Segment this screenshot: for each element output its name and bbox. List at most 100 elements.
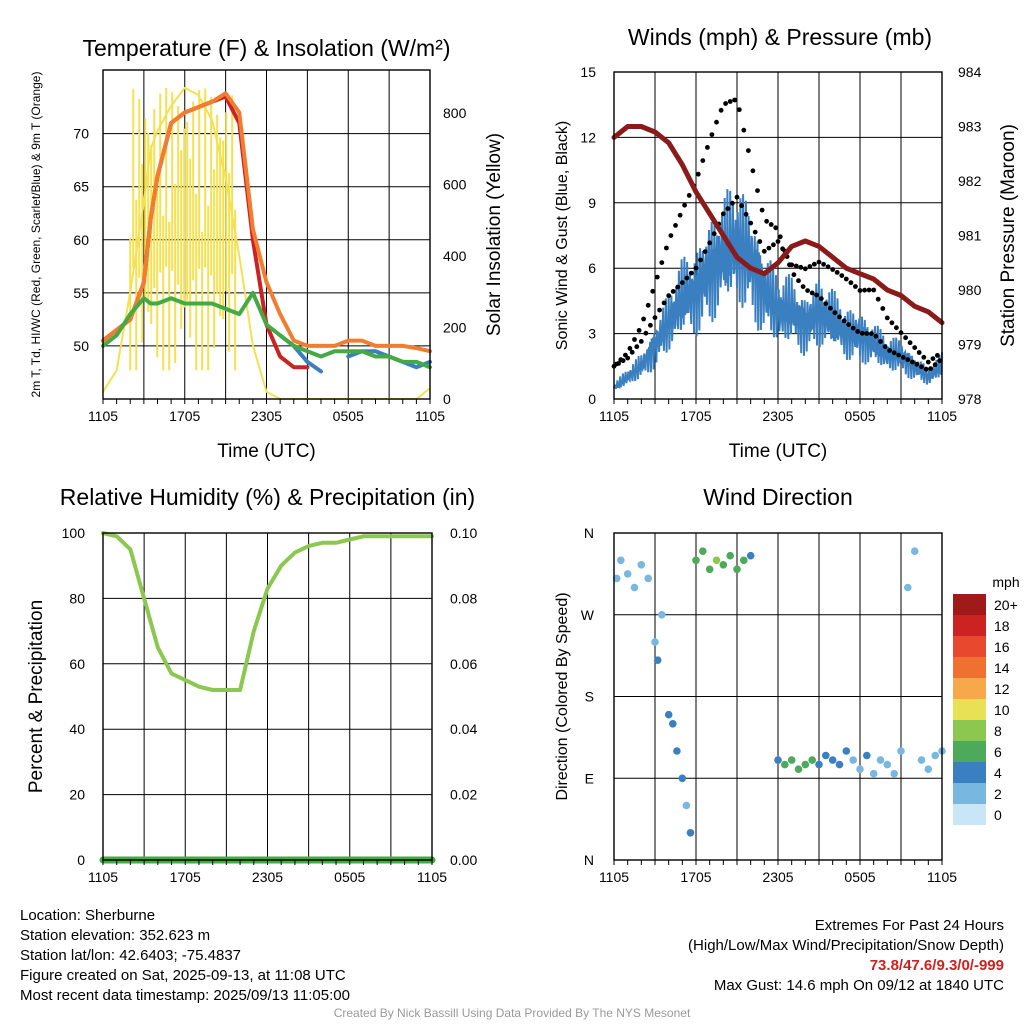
wind-y2-tick-label: 978 [958, 391, 982, 407]
gust-point [834, 270, 840, 275]
gust-point [627, 346, 633, 351]
pressure-line [611, 124, 945, 326]
wind-xlabel: Time (UTC) [729, 441, 828, 462]
gust-point [711, 231, 717, 237]
gust-point [720, 211, 726, 217]
gust-point [898, 330, 904, 336]
wind-title: Winds (mph) & Pressure (mb) [628, 24, 932, 50]
wind-y-tick-label: 3 [588, 326, 596, 342]
gust-point [921, 354, 927, 360]
latlon-text: Station lat/lon: 42.6403; -75.4837 [20, 947, 242, 964]
gust-point [937, 358, 943, 364]
gust-point [894, 325, 899, 331]
rh-title: Relative Humidity (%) & Precipitation (i… [60, 484, 475, 510]
colorbar-swatch [953, 636, 986, 657]
credit-text: Created By Nick Bassill Using Data Provi… [333, 1006, 691, 1020]
gust-point [923, 366, 929, 372]
gust-point [903, 335, 908, 341]
gust-point [873, 333, 879, 339]
gust-point [773, 225, 779, 231]
direction-point [781, 760, 789, 769]
temp-y-tick-label: 65 [73, 179, 89, 195]
rh-y2-tick-label: 0.02 [450, 787, 477, 803]
direction-point [692, 556, 700, 565]
gust-point [714, 119, 719, 125]
gust-point [930, 356, 936, 361]
direction-point [651, 638, 659, 646]
direction-point [705, 565, 714, 574]
temp-x-tick-label: 0505 [333, 408, 364, 424]
gust-point [764, 218, 769, 224]
direction-point [897, 747, 905, 755]
direction-point [794, 765, 803, 773]
temp-x-tick-label: 1105 [415, 408, 445, 424]
gust-point [891, 350, 897, 356]
direction-point [774, 756, 782, 764]
temp-title: Temperature (F) & Insolation (W/m²) [82, 35, 450, 61]
gust-point [689, 270, 694, 276]
gust-point [775, 239, 781, 244]
temp-y2-tick-label: 400 [443, 248, 467, 264]
rh-x-tick-label: 1105 [88, 869, 118, 885]
gust-point [935, 353, 940, 358]
gust-point [659, 260, 665, 265]
gust-point [638, 339, 644, 344]
direction-point [815, 760, 823, 769]
colorbar-label: 0 [994, 807, 1002, 823]
gust-point [693, 265, 699, 271]
gust-point [757, 239, 763, 244]
extremes-title: Extremes For Past 24 Hours [814, 917, 1004, 934]
direction-point [699, 547, 707, 555]
dir-y-tick-label: E [585, 770, 594, 786]
gust-point [743, 211, 749, 217]
location-text: Location: Sherburne [20, 907, 156, 924]
wind-y-tick-label: 9 [588, 195, 596, 211]
wind-x-tick-label: 1105 [599, 408, 629, 424]
wind-x-tick-label: 1105 [927, 408, 957, 424]
rh-y-tick-label: 20 [69, 787, 85, 803]
dir-x-tick-label: 1105 [599, 869, 629, 885]
rh-y2-tick-label: 0.00 [450, 852, 477, 868]
gust-point [698, 257, 703, 263]
gust-point [866, 287, 872, 293]
rh-grid [103, 532, 432, 861]
gust-point [657, 307, 662, 313]
gust-point [723, 101, 728, 106]
temp-ylabel-left: 2m T, Td, HI/WC (Red, Green, Scarlet/Blu… [29, 72, 43, 398]
gust-point [670, 289, 676, 294]
rh-y2-tick-label: 0.08 [450, 590, 477, 606]
wind-y-tick-label: 15 [580, 64, 596, 80]
dir-title: Wind Direction [703, 484, 853, 510]
gust-point [914, 361, 920, 367]
rh-y-tick-label: 0 [77, 852, 85, 868]
gust-point [695, 171, 701, 177]
wind-y2-tick-label: 979 [958, 337, 982, 353]
wind-y2-tick-label: 982 [958, 173, 982, 189]
gust-point [830, 267, 836, 272]
direction-point [869, 769, 878, 778]
direction-point [712, 556, 721, 565]
direction-point [808, 756, 816, 764]
direction-point [658, 611, 666, 619]
gust-point [705, 145, 710, 150]
direction-point [733, 565, 741, 574]
colorbar-swatch [953, 762, 986, 783]
temp-x-tick-label: 2305 [251, 408, 282, 424]
extremes-info: Extremes For Past 24 Hours (High/Low/Max… [688, 916, 1004, 996]
gust-point [802, 266, 808, 272]
gust-point [675, 284, 681, 290]
temp-series-1 [101, 91, 432, 354]
wind-x-tick-label: 2305 [762, 408, 793, 424]
temp-y2-tick-label: 0 [443, 391, 451, 407]
rh-y2-tick-label: 0.04 [450, 721, 477, 737]
gust-point [798, 264, 804, 270]
wind-x-tick-label: 0505 [844, 408, 875, 424]
gust-point [825, 264, 831, 270]
recent-data-text: Most recent data timestamp: 2025/09/13 1… [20, 987, 350, 1004]
colorbar-label: 4 [994, 765, 1002, 781]
gust-point [700, 158, 706, 164]
gust-point [841, 318, 847, 324]
gust-point [771, 242, 776, 248]
gust-point [791, 272, 797, 278]
